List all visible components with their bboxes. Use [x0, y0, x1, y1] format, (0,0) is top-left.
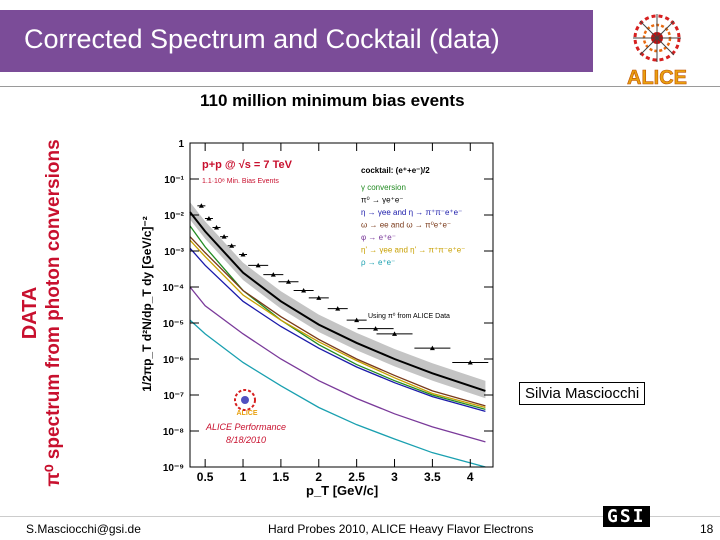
x-tick-label: 3.5 [424, 470, 441, 484]
legend-entry: η → γee and η → π⁺π⁻e⁺e⁻ [361, 208, 462, 217]
alice-small-logo: ALICE [234, 389, 258, 417]
data-point [354, 317, 360, 323]
legend-entry: φ → e⁺e⁻ [361, 233, 396, 242]
series-line [189, 247, 486, 413]
y-tick-label: 10⁻¹ [164, 175, 184, 186]
alice-burst-icon [633, 14, 681, 62]
data-point [467, 359, 473, 365]
alice-logo-text: ALICE [627, 67, 687, 89]
footer-divider [0, 516, 720, 517]
page-number: 18 [700, 522, 714, 536]
series-line [189, 236, 486, 407]
data-point [229, 243, 235, 248]
data-point [392, 331, 398, 336]
annotation-events: 1.1·10⁸ Min. Bias Events [202, 178, 279, 185]
y-tick-label: 10⁻⁵ [163, 319, 184, 330]
annotation-system: p+p @ √s = 7 TeV [202, 159, 293, 171]
legend-entry: ω → ee and ω → π⁰e⁺e⁻ [361, 221, 451, 230]
data-point [198, 203, 204, 208]
legend: γ conversion π⁰ → γe⁺e⁻ η → γee and η → π⁺… [361, 183, 465, 267]
data-points [197, 203, 489, 365]
footer-email: S.Masciocchi@gsi.de [26, 522, 141, 536]
x-tick-label: 4 [467, 470, 474, 484]
cocktail-curves [189, 211, 486, 468]
data-point [270, 272, 276, 277]
series-line [189, 225, 486, 410]
data-point [221, 234, 227, 239]
chart-title: 110 million minimum bias events [200, 91, 465, 110]
data-point [206, 215, 212, 221]
axis-ticks: 0.5 1 1.5 2 2.5 3 3.5 4 1 10⁻¹ 10⁻² 10⁻³ 10⁻⁴ 10⁻⁵ 10⁻… [163, 139, 493, 484]
y-tick-label: 10⁻⁸ [163, 427, 184, 438]
x-axis-label: p_T [GeV/c] [306, 483, 379, 498]
series-line [189, 239, 486, 409]
annotation-using: Using π⁰ from ALICE Data [368, 312, 450, 320]
systematic-band [190, 202, 486, 399]
legend-entry: γ conversion [361, 183, 406, 192]
x-tick-label: 0.5 [197, 470, 214, 484]
slide-title: Corrected Spectrum and Cocktail (data) [24, 24, 500, 54]
series-line [189, 211, 486, 392]
x-tick-label: 2 [315, 470, 322, 484]
title-banner: Corrected Spectrum and Cocktail (data) [0, 10, 593, 72]
data-point [240, 251, 246, 257]
y-tick-label: 1 [178, 139, 184, 150]
data-point [373, 326, 379, 331]
x-tick-label: 2.5 [348, 470, 365, 484]
y-tick-label: 10⁻³ [164, 247, 184, 258]
annotation-cocktail: cocktail: (e⁺+e⁻)/2 [361, 166, 430, 175]
data-point [335, 306, 341, 311]
x-tick-label: 1 [240, 470, 247, 484]
legend-entry: ρ → e⁺e⁻ [361, 258, 395, 267]
y-tick-label: 10⁻⁷ [163, 391, 184, 402]
y-tick-label: 10⁻⁴ [163, 283, 184, 294]
annotation-date: 8/18/2010 [226, 435, 266, 445]
x-tick-label: 1.5 [273, 470, 290, 484]
data-point [285, 279, 291, 284]
data-point [255, 262, 261, 268]
pi0-systematic-band [190, 202, 486, 399]
legend-entry: π⁰ → γe⁺e⁻ [361, 196, 404, 205]
x-tick-label: 3 [391, 470, 398, 484]
data-point [214, 224, 220, 230]
header-divider [0, 86, 720, 87]
alice-small-logo-text: ALICE [237, 410, 258, 417]
series-line [189, 319, 486, 468]
author-box: Silvia Masciocchi [519, 382, 646, 405]
y-tick-label: 10⁻⁹ [163, 463, 184, 474]
y-tick-label: 10⁻⁶ [163, 355, 184, 366]
footer-conference: Hard Probes 2010, ALICE Heavy Flavor Ele… [268, 522, 534, 536]
gsi-logo: GSI [603, 506, 650, 527]
annotation-performance: ALICE Performance [205, 422, 286, 432]
alice-logo: ALICE [627, 14, 687, 89]
plot-frame [189, 142, 494, 468]
data-point [301, 287, 307, 293]
data-point [316, 295, 322, 300]
series-line [189, 286, 486, 443]
y-tick-label: 10⁻² [164, 211, 184, 222]
legend-entry: η' → γee and η' → π⁺π⁻e⁺e⁻ [361, 246, 465, 255]
data-point [429, 345, 435, 351]
